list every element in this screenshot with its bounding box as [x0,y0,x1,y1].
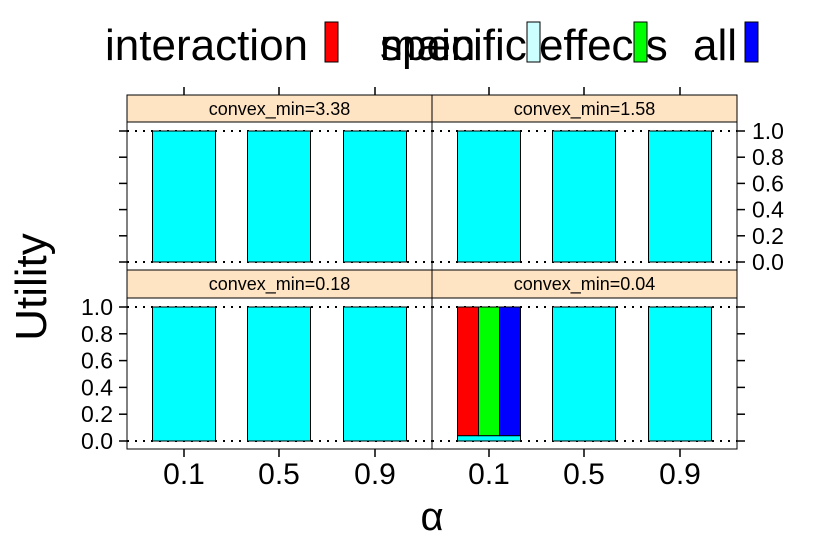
x-tick-label: 0.5 [563,458,605,491]
bar-subsegment-all [499,306,521,437]
y-tick-label: 0.2 [81,401,113,427]
panel: convex_min=3.38 [126,94,433,271]
bar [552,306,616,442]
y-tick-label: 1.0 [81,294,113,320]
panel-strip-label: convex_min=0.18 [209,274,351,295]
y-tick-label: 0.6 [752,170,784,196]
bar [552,130,616,263]
y-tick-label: 0.8 [81,321,113,347]
x-tick-label: 0.9 [659,458,701,491]
bar [247,306,311,442]
y-tick-label: 0.4 [81,374,113,400]
legend-label: main [380,21,475,70]
x-tick-label: 0.5 [258,458,300,491]
x-tick-label: 0.1 [468,458,510,491]
y-tick-label: 0.4 [752,197,784,223]
bar [648,130,712,263]
bar-subsegment-interaction [457,306,479,437]
legend-swatch [324,21,339,63]
y-tick-label: 0.0 [752,249,784,275]
y-axis-label: Utility [7,233,56,341]
y-tick-label: 0.8 [752,144,784,170]
panel-strip [126,269,433,299]
bar [343,306,407,442]
y-tick-label: 0.2 [752,223,784,249]
bar [343,130,407,263]
bar [247,130,311,263]
legend-swatch [526,21,541,63]
legend-label: interaction [105,21,308,70]
panels: convex_min=3.38 convex_min=1.58 convex_min… [126,94,738,450]
x-tick-label: 0.9 [354,458,396,491]
x-tick-label: 0.1 [163,458,205,491]
bar [457,130,521,263]
bar [457,435,521,442]
panel: convex_min=1.58 [431,94,738,271]
panel-strip-label: convex_min=3.38 [209,99,351,120]
legend-swatch [744,21,759,63]
panel-strip-label: convex_min=0.04 [514,274,656,295]
x-axis-label: α [420,495,443,539]
y-tick-label: 0.0 [81,428,113,454]
panel: convex_min=0.04 [431,269,738,450]
bar-subsegment-main [478,306,500,437]
panel-strip-label: convex_min=1.58 [514,99,656,120]
legend-swatch [633,21,648,63]
y-tick-label: 0.6 [81,348,113,374]
y-tick-label: 1.0 [752,118,784,144]
bar [648,306,712,442]
panel: convex_min=0.18 [126,269,433,450]
legend-label: all [693,21,737,70]
bar [152,306,216,442]
axes: 0.00.20.40.60.81.00.00.20.40.60.81.00.1 0… [81,87,784,491]
bar [152,130,216,263]
panel-strip [126,94,433,123]
legend-label: specific effects [380,21,668,70]
